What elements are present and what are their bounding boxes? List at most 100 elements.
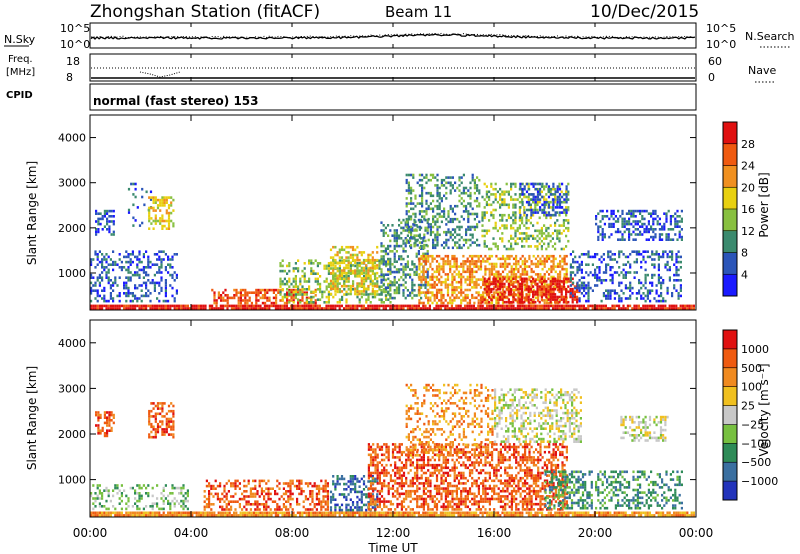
power-cell bbox=[620, 250, 623, 253]
velocity-cell bbox=[433, 511, 436, 515]
velocity-cell bbox=[299, 511, 302, 515]
velocity-cell bbox=[424, 514, 427, 517]
power-cell bbox=[343, 269, 346, 272]
power-cell bbox=[389, 304, 392, 308]
power-cell bbox=[521, 287, 524, 291]
power-cell bbox=[142, 253, 145, 256]
power-cell bbox=[369, 277, 372, 280]
power-cell bbox=[417, 218, 420, 222]
power-cell bbox=[451, 280, 454, 284]
power-cell bbox=[420, 237, 423, 240]
power-cell bbox=[369, 253, 372, 257]
power-cell bbox=[393, 283, 396, 287]
power-colorbar-segment bbox=[723, 187, 737, 210]
power-cell bbox=[299, 280, 302, 283]
velocity-cell bbox=[367, 514, 370, 517]
power-cell bbox=[369, 266, 372, 270]
power-cell bbox=[562, 247, 565, 251]
power-cell bbox=[512, 280, 516, 284]
power-cell bbox=[405, 225, 408, 229]
velocity-cell bbox=[98, 514, 101, 517]
power-cell bbox=[329, 287, 333, 291]
power-cell bbox=[250, 291, 253, 294]
power-cell bbox=[576, 286, 579, 290]
power-cell bbox=[464, 280, 467, 284]
power-cell bbox=[559, 262, 562, 266]
power-cell bbox=[193, 307, 196, 310]
power-cell bbox=[549, 280, 552, 283]
power-cell bbox=[635, 292, 638, 295]
power-cell bbox=[266, 291, 269, 294]
power-cell bbox=[148, 214, 151, 217]
power-cell bbox=[536, 239, 539, 243]
power-cell bbox=[458, 243, 461, 247]
velocity-cell bbox=[681, 511, 684, 515]
power-cell bbox=[676, 238, 679, 241]
velocity-cell bbox=[365, 511, 368, 515]
power-cell bbox=[657, 263, 660, 266]
power-cell bbox=[642, 250, 645, 253]
power-cell bbox=[521, 262, 524, 266]
power-cell bbox=[462, 254, 465, 258]
power-cell bbox=[565, 198, 568, 201]
power-cell bbox=[530, 260, 533, 263]
power-cell bbox=[455, 293, 458, 297]
power-cell bbox=[668, 268, 671, 272]
power-cell bbox=[479, 301, 483, 305]
power-cell bbox=[404, 237, 407, 240]
power-cell bbox=[160, 286, 163, 290]
power-cell bbox=[552, 254, 555, 258]
power-cell bbox=[382, 257, 385, 261]
power-cell bbox=[440, 301, 443, 305]
power-cell bbox=[525, 287, 528, 291]
power-cell bbox=[494, 226, 497, 230]
power-cell bbox=[438, 202, 441, 205]
power-cell bbox=[107, 255, 110, 259]
velocity-cell bbox=[675, 514, 678, 517]
power-cell bbox=[551, 245, 554, 248]
power-cell bbox=[488, 280, 491, 284]
power-cell bbox=[558, 282, 561, 286]
power-cell bbox=[523, 224, 526, 227]
power-cell bbox=[556, 285, 559, 288]
power-cell bbox=[98, 284, 101, 287]
power-cell bbox=[349, 290, 352, 293]
power-cell bbox=[424, 307, 427, 310]
power-cell bbox=[538, 237, 541, 240]
power-cell bbox=[565, 270, 568, 274]
power-cell bbox=[534, 229, 537, 233]
power-cell bbox=[547, 190, 551, 194]
power-cell bbox=[467, 189, 470, 192]
power-cell bbox=[523, 270, 527, 274]
power-cell bbox=[468, 288, 472, 292]
power-cell bbox=[95, 220, 98, 223]
power-cell bbox=[413, 218, 416, 222]
power-cell bbox=[541, 208, 544, 212]
velocity-cell bbox=[684, 511, 687, 515]
power-cell bbox=[556, 206, 559, 209]
power-cell bbox=[543, 287, 546, 291]
power-cell bbox=[543, 224, 546, 227]
power-cell bbox=[451, 291, 454, 294]
power-cell bbox=[442, 257, 445, 261]
power-cell bbox=[488, 262, 491, 266]
power-cell bbox=[345, 301, 348, 304]
power-cell bbox=[675, 304, 678, 308]
power-cell bbox=[250, 301, 253, 305]
power-cell bbox=[492, 277, 495, 281]
power-cell bbox=[422, 275, 425, 279]
power-cell bbox=[354, 274, 357, 278]
power-cell bbox=[380, 244, 383, 248]
power-cell bbox=[648, 307, 651, 310]
power-cell bbox=[692, 304, 695, 308]
power-cell bbox=[515, 260, 518, 263]
velocity-cell bbox=[362, 511, 365, 515]
power-cell bbox=[625, 212, 628, 215]
power-cell bbox=[446, 278, 450, 281]
power-cell bbox=[351, 258, 355, 262]
power-cell bbox=[318, 307, 321, 310]
power-cell bbox=[398, 289, 401, 292]
power-cell bbox=[365, 258, 368, 262]
power-cell bbox=[281, 264, 284, 268]
power-cell bbox=[420, 286, 423, 289]
